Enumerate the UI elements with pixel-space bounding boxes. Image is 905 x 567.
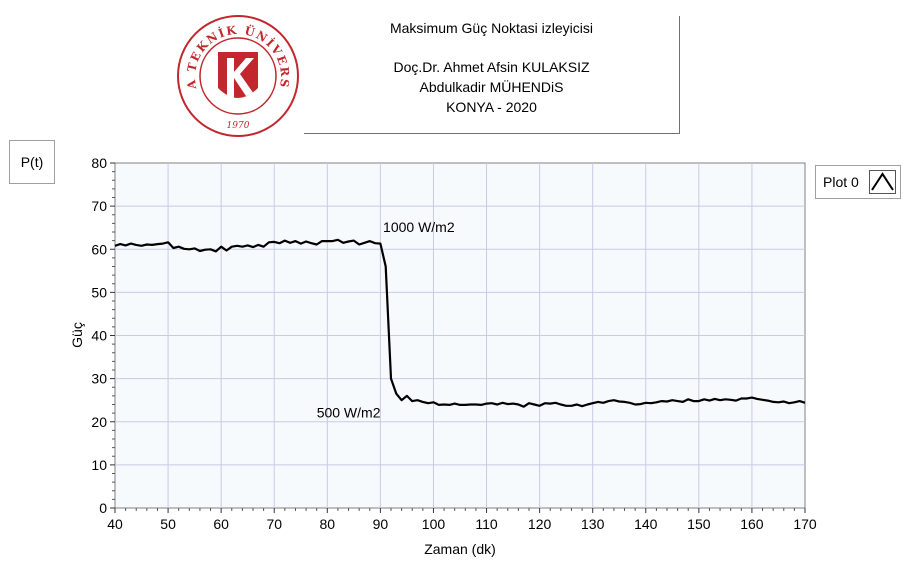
x-tick-label: 60 xyxy=(213,516,229,532)
x-tick-label: 160 xyxy=(740,516,764,532)
x-tick-label: 80 xyxy=(320,516,336,532)
x-tick-label: 90 xyxy=(373,516,389,532)
logo-year: 1970 xyxy=(227,121,250,131)
x-tick-label: 50 xyxy=(160,516,176,532)
x-tick-label: 40 xyxy=(107,516,123,532)
author-name-2: Abdulkadir MÜHENDiS xyxy=(419,79,564,95)
x-tick-label: 150 xyxy=(687,516,711,532)
app-title: Maksimum Güç Noktasi izleyicisi xyxy=(389,20,594,36)
legend-label: Plot 0 xyxy=(823,174,859,190)
axis-ticks xyxy=(110,162,806,513)
x-tick-label: 170 xyxy=(793,516,817,532)
annotation-label: 500 W/m2 xyxy=(317,404,381,420)
x-tick-label: 120 xyxy=(528,516,552,532)
author-name-1: Doç.Dr. Ahmet Afsin KULAKSIZ xyxy=(393,59,590,75)
y-axis-label: Güç xyxy=(69,322,85,348)
plot-label-box: P(t) xyxy=(9,140,55,184)
annotation-label: 1000 W/m2 xyxy=(383,219,455,235)
x-tick-label: 70 xyxy=(266,516,282,532)
annotations: 1000 W/m2 500 W/m2 xyxy=(317,219,455,420)
minor-ticks xyxy=(112,171,795,511)
y-tick-label: 0 xyxy=(99,500,107,516)
y-tick-label: 50 xyxy=(91,284,107,300)
grid-lines xyxy=(115,163,805,508)
legend-swatch[interactable] xyxy=(869,170,896,194)
title-box: Maksimum Güç Noktasi izleyicisi Doç.Dr. … xyxy=(304,16,680,134)
location-year: KONYA - 2020 xyxy=(446,99,537,115)
y-tick-label: 60 xyxy=(91,241,107,257)
logo-shield-icon xyxy=(218,52,258,100)
plot-legend[interactable]: Plot 0 xyxy=(815,165,901,199)
y-tick-label: 80 xyxy=(91,155,107,171)
y-tick-label: 30 xyxy=(91,371,107,387)
x-axis-label: Zaman (dk) xyxy=(424,541,496,557)
x-tick-label: 130 xyxy=(581,516,605,532)
plot-label: P(t) xyxy=(20,154,44,170)
y-tick-label: 20 xyxy=(91,414,107,430)
university-logo: KONYA TEKNİK ÜNİVERSİTESİ 1970 xyxy=(176,14,299,137)
line-style-icon xyxy=(871,172,894,191)
x-tick-label: 140 xyxy=(634,516,658,532)
x-tick-label: 100 xyxy=(422,516,446,532)
x-tick-label: 110 xyxy=(475,516,498,532)
y-tick-label: 70 xyxy=(91,198,107,214)
tick-labels: 40 50 60 70 80 90 100 110 120 130 140 150 160 170 0 10 2… xyxy=(91,155,816,532)
series-layer xyxy=(114,238,806,408)
y-tick-label: 40 xyxy=(91,328,107,344)
y-tick-label: 10 xyxy=(91,457,107,473)
series-line xyxy=(114,238,806,408)
